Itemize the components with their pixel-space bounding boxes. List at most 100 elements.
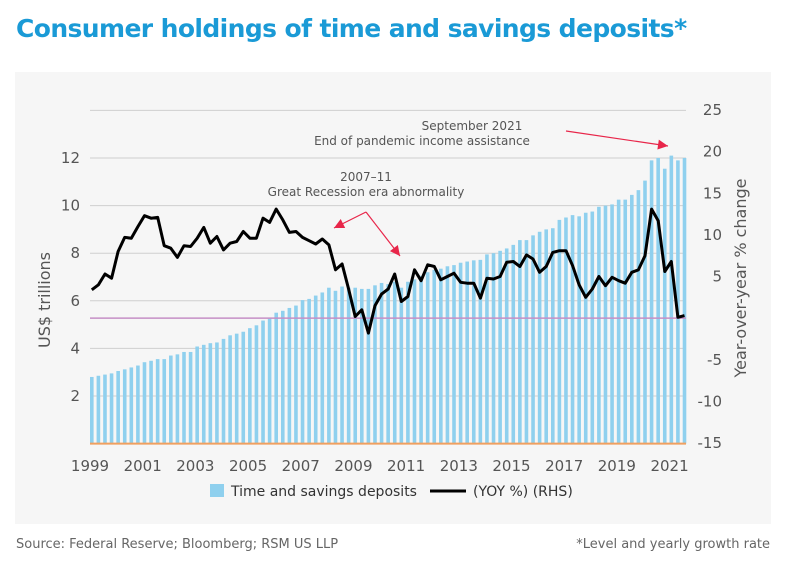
chart-title: Consumer holdings of time and savings de… [16, 14, 687, 43]
bar [169, 355, 173, 444]
bar [346, 287, 351, 444]
bar [274, 312, 278, 444]
bar [182, 351, 186, 444]
bar [504, 248, 509, 444]
bar [373, 285, 377, 444]
left-axis-label: US$ trillions [35, 252, 54, 348]
bar [208, 343, 213, 444]
annotation-recession-line2: Great Recession era abnormality [268, 185, 465, 199]
bar [676, 160, 680, 444]
bar [478, 259, 483, 444]
x-tick-label: 2005 [229, 457, 267, 475]
bar [491, 253, 496, 444]
bar [175, 354, 180, 444]
bar [287, 307, 292, 444]
bar [90, 376, 94, 444]
bar [254, 325, 259, 444]
left-tick-label: 12 [61, 149, 80, 167]
bar [518, 240, 522, 444]
bar [386, 284, 390, 444]
bar [432, 269, 437, 444]
bar [215, 342, 219, 444]
bar [583, 212, 588, 444]
bar [577, 216, 581, 444]
bar [419, 275, 423, 444]
bar [643, 180, 647, 444]
bar [610, 204, 614, 444]
bar [630, 194, 634, 444]
bar [524, 240, 529, 444]
legend-line-label: (YOY %) (RHS) [473, 484, 573, 500]
arrowhead-icon [334, 219, 346, 228]
annotation-arrow [565, 130, 669, 147]
bar [195, 346, 199, 444]
right-tick-label: -15 [698, 434, 723, 452]
bar [485, 254, 489, 444]
arrowhead-icon [389, 245, 400, 256]
bar [96, 375, 101, 444]
right-tick-label: 10 [703, 226, 722, 244]
source-note: Source: Federal Reserve; Bloomberg; RSM … [16, 537, 339, 552]
bar [682, 158, 687, 444]
bar [445, 266, 450, 444]
bar [327, 287, 331, 444]
x-tick-label: 2007 [282, 457, 320, 475]
bar [103, 374, 107, 444]
right-tick-label: 20 [703, 143, 722, 161]
right-tick-label: 15 [703, 184, 722, 202]
bar [649, 160, 654, 444]
bar [228, 335, 232, 444]
bar [221, 338, 226, 444]
bar [616, 199, 621, 444]
legend-bar-label: Time and savings deposits [230, 484, 417, 500]
bar [458, 262, 463, 444]
bar [656, 158, 660, 444]
bar [406, 281, 410, 444]
bar [122, 369, 127, 444]
x-tick-label: 2009 [334, 457, 372, 475]
bar [590, 211, 595, 444]
bar [300, 300, 305, 444]
bar [557, 219, 562, 444]
bar [550, 228, 555, 444]
x-tick-label: 2021 [650, 457, 688, 475]
bar [280, 310, 285, 444]
x-tick-label: 2019 [598, 457, 636, 475]
bar [188, 351, 193, 444]
legend-bar-swatch [210, 484, 224, 497]
bar [333, 290, 338, 444]
bar [142, 362, 147, 444]
bar [379, 282, 384, 444]
annotation-recession-line1: 2007–11 [340, 170, 392, 184]
x-tick-label: 2015 [492, 457, 530, 475]
left-tick-label: 4 [70, 339, 80, 357]
right-tick-label: -10 [698, 392, 723, 410]
bar [162, 359, 167, 444]
yoy-line [90, 207, 685, 335]
bar [564, 217, 568, 444]
bar [248, 328, 252, 444]
bar [366, 288, 371, 444]
bar [201, 344, 206, 444]
bar [662, 168, 667, 444]
bar [313, 295, 318, 444]
bar [399, 287, 404, 444]
bar [597, 206, 601, 444]
x-tick-label: 1999 [71, 457, 109, 475]
x-tick-label: 2017 [545, 457, 583, 475]
bar [294, 305, 298, 444]
left-tick-label: 8 [70, 244, 80, 262]
right-tick-label: 25 [703, 101, 722, 119]
x-tick-label: 2013 [440, 457, 478, 475]
right-tick-label: -5 [707, 351, 722, 369]
bar [465, 261, 469, 444]
bar [149, 360, 153, 444]
bar [307, 298, 311, 444]
bar [452, 265, 456, 444]
bar [531, 235, 535, 444]
bar [623, 199, 628, 444]
bar [511, 244, 516, 444]
bar [340, 286, 344, 444]
left-tick-label: 2 [70, 387, 80, 405]
